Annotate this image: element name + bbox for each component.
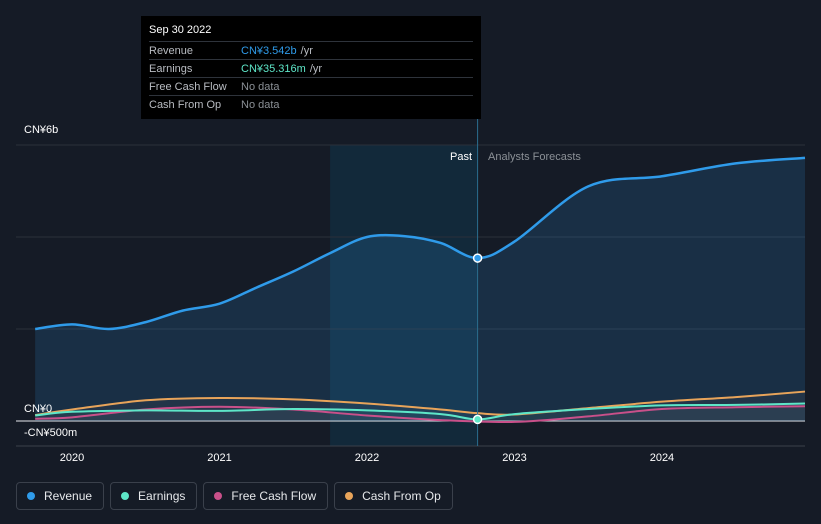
legend-label: Earnings	[138, 489, 186, 503]
tooltip-row-free-cash-flow: Free Cash Flow No data	[149, 77, 473, 95]
tooltip-label: Earnings	[149, 62, 193, 75]
legend-label: Cash From Op	[362, 489, 441, 503]
tooltip-row-revenue: Revenue CN¥3.542b /yr	[149, 41, 473, 59]
tooltip-value: No data	[241, 98, 280, 111]
tooltip-label: Revenue	[149, 44, 194, 57]
x-tick-label: 2024	[650, 452, 674, 464]
legend-item-earnings[interactable]: Earnings	[110, 482, 198, 510]
x-tick-label: 2022	[355, 452, 379, 464]
tooltip-value: CN¥3.542b	[241, 44, 297, 57]
forecast-label: Analysts Forecasts	[488, 151, 581, 163]
legend-dot-icon	[27, 492, 35, 500]
chart-legend: Revenue Earnings Free Cash Flow Cash Fro…	[16, 482, 453, 510]
x-tick-label: 2020	[60, 452, 84, 464]
revenue-line	[35, 156, 806, 331]
legend-item-cash-from-op[interactable]: Cash From Op	[334, 482, 453, 510]
series-lines	[35, 156, 806, 424]
revenue-area	[35, 157, 806, 421]
x-tick-label: 2021	[207, 452, 231, 464]
y-tick-label: CN¥6b	[24, 124, 58, 136]
x-axis-labels: 2020 2021 2022 2023 2024	[60, 452, 674, 464]
x-tick-label: 2023	[502, 452, 526, 464]
tooltip-unit: /yr	[309, 62, 323, 75]
past-region-band	[330, 145, 478, 446]
past-label: Past	[450, 151, 472, 163]
tooltip-unit: /yr	[300, 44, 313, 57]
tooltip-row-earnings: Earnings CN¥35.316m /yr	[149, 59, 473, 77]
earnings-line	[35, 402, 806, 421]
legend-dot-icon	[214, 492, 223, 500]
earnings-highlight-point	[472, 414, 483, 425]
data-tooltip: Sep 30 2022 Revenue CN¥3.542b /yr Earnin…	[141, 16, 481, 119]
legend-label: Free Cash Flow	[231, 489, 317, 503]
highlight-points	[472, 253, 483, 425]
legend-item-free-cash-flow[interactable]: Free Cash Flow	[203, 482, 329, 510]
tooltip-date: Sep 30 2022	[149, 24, 212, 36]
y-tick-label: -CN¥500m	[24, 427, 77, 439]
cash-from-op-line	[35, 390, 806, 417]
legend-item-revenue[interactable]: Revenue	[16, 482, 105, 510]
revenue-highlight-point	[472, 253, 483, 263]
y-tick-label: CN¥0	[24, 403, 52, 415]
legend-dot-icon	[345, 492, 354, 500]
y-axis-labels: CN¥6b CN¥0 -CN¥500m	[24, 124, 77, 439]
legend-label: Revenue	[44, 489, 93, 503]
legend-dot-icon	[121, 492, 130, 500]
tooltip-value: No data	[241, 80, 280, 93]
tooltip-label: Free Cash Flow	[149, 80, 227, 93]
tooltip-value: CN¥35.316m	[241, 62, 306, 75]
tooltip-label: Cash From Op	[149, 98, 222, 111]
tooltip-row-cash-from-op: Cash From Op No data	[149, 95, 473, 113]
